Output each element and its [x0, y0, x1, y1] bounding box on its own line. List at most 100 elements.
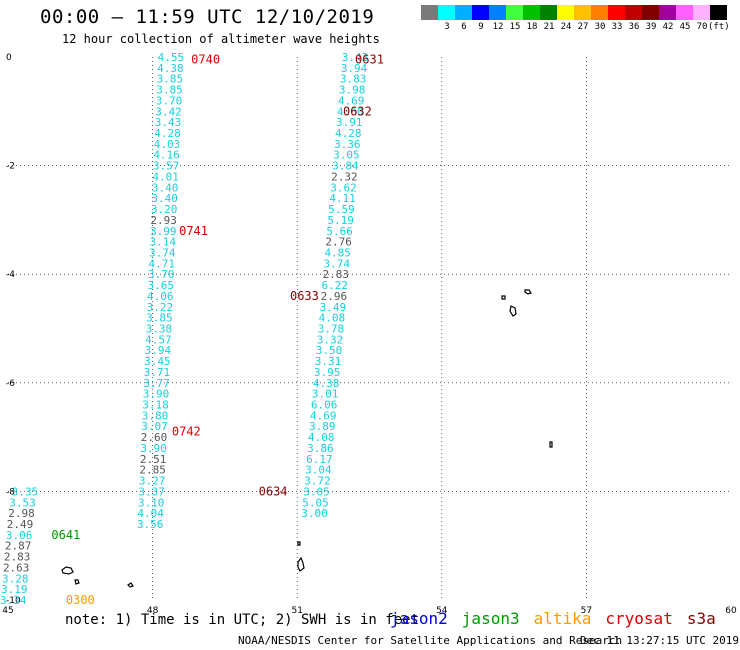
x-tick-label: 48 — [147, 606, 159, 616]
track-values: 4.554.383.853.853.703.423.434.284.034.16… — [0, 51, 368, 607]
color-scale-label: 33 — [611, 22, 623, 32]
color-scale-label: 18 — [526, 22, 538, 32]
track-value-label: 3.70 — [156, 94, 183, 107]
track-value-label: 5.66 — [326, 225, 353, 238]
color-scale-label: 6 — [461, 22, 467, 32]
color-scale-label: 45 — [679, 22, 691, 32]
track-value-label: 3.01 — [312, 388, 339, 401]
track-value-label: 3.94 — [145, 344, 172, 357]
track-value-label: 3.80 — [142, 409, 169, 422]
track-value-label: 3.91 — [336, 116, 363, 129]
track-value-label: 3.28 — [2, 572, 29, 585]
map-grid — [8, 57, 731, 600]
track-value-label: 2.63 — [3, 561, 30, 574]
track-value-label: 3.99 — [150, 225, 177, 238]
track-value-label: 4.08 — [319, 312, 346, 325]
track-value-label: 5.19 — [327, 214, 354, 227]
track-time-labels: 0740 0741 0742 0631 0632 0633 0634 0641 0300 — [51, 53, 384, 607]
track-value-label: 4.28 — [335, 127, 362, 140]
track-value-label: 6.17 — [306, 453, 333, 466]
color-swatch — [625, 5, 642, 20]
track-value-label: 2.96 — [321, 290, 348, 303]
track-value-label: 3.71 — [144, 366, 171, 379]
color-scale-label: 9 — [478, 22, 484, 32]
color-scale-unit: (ft) — [708, 22, 730, 32]
track-value-label: 3.40 — [152, 181, 179, 194]
track-value-label: 2.60 — [141, 431, 168, 444]
track-value-label: 3.35 — [12, 485, 39, 498]
track-value-label: 3.53 — [9, 496, 36, 509]
track-value-label: 3.19 — [1, 583, 28, 596]
x-tick-label: 60 — [725, 606, 737, 616]
satellite-legend: jason2 jason3 altika cryosat s3a — [390, 609, 730, 628]
axis-ticks: 45 48 51 54 57 60 0 -2 -4 -6 -8 -10 — [2, 53, 737, 616]
track-value-label: 3.74 — [149, 246, 176, 259]
color-swatch — [693, 5, 710, 20]
track-value-label: 3.06 — [6, 529, 33, 542]
color-swatch — [710, 5, 727, 20]
track-time-label: 0632 — [343, 104, 372, 118]
color-scale-label: 42 — [662, 22, 674, 32]
legend-entry-altika: altika — [533, 609, 592, 628]
track-value-label: 4.06 — [147, 290, 174, 303]
track-value-label: 6.06 — [311, 399, 338, 412]
island-outline — [501, 295, 506, 300]
track-value-label: 3.36 — [334, 138, 361, 151]
track-time-label: 0741 — [179, 224, 208, 238]
track-value-label: 3.04 — [305, 464, 332, 477]
color-swatch — [421, 5, 438, 20]
x-tick-label: 57 — [581, 606, 592, 616]
track-value-label: 3.07 — [141, 420, 168, 433]
track-value-label: 3.34 — [0, 594, 27, 607]
track-value-label: 2.83 — [4, 551, 31, 564]
track-value-label: 3.49 — [320, 301, 347, 314]
color-swatch — [489, 5, 506, 20]
track-value-label: 4.16 — [153, 149, 180, 162]
track-value-label: 3.78 — [318, 323, 345, 336]
track-value-label: 4.38 — [157, 62, 184, 75]
track-value-label: 3.85 — [156, 84, 183, 97]
x-tick-label: 54 — [436, 606, 448, 616]
track-value-label: 3.84 — [332, 160, 359, 173]
track-value-label: 3.95 — [314, 366, 341, 379]
track-time-label: 0633 — [290, 289, 319, 303]
track-value-label: 2.76 — [325, 236, 352, 249]
track-value-label: 4.03 — [154, 138, 181, 151]
track-value-label: 2.51 — [140, 453, 167, 466]
track-value-label: 3.05 — [333, 149, 360, 162]
track-value-label: 3.56 — [137, 518, 164, 531]
color-swatch — [608, 5, 625, 20]
track-value-label: 4.69 — [338, 94, 365, 107]
track-time-label: 0742 — [172, 425, 201, 439]
island-outline — [509, 305, 517, 317]
y-tick-label: 0 — [6, 53, 12, 63]
credit-line: NOAA/NESDIS Center for Satellite Applica… — [238, 634, 623, 647]
track-value-label: 4.01 — [152, 170, 179, 183]
x-tick-label: 45 — [2, 606, 13, 616]
legend-entry-s3a: s3a — [686, 609, 716, 628]
track-value-label: 3.00 — [301, 507, 328, 520]
track-value-label: 2.85 — [139, 464, 166, 477]
track-value-label: 3.27 — [139, 475, 166, 488]
color-scale-label: 30 — [594, 22, 606, 32]
track-time-label: 0631 — [355, 53, 384, 67]
y-tick-label: -10 — [6, 596, 21, 606]
color-swatch — [591, 5, 608, 20]
generation-timestamp: Dec 11 13:27:15 UTC 2019 — [580, 634, 739, 647]
track-value-label: 4.38 — [313, 377, 340, 390]
track-value-label: 3.94 — [341, 62, 368, 75]
track-value-label: 3.31 — [315, 355, 342, 368]
track-value-label: 2.83 — [323, 268, 350, 281]
y-tick-label: -4 — [6, 270, 15, 280]
color-swatch — [523, 5, 540, 20]
island-outline — [127, 582, 134, 588]
track-value-label: 5.59 — [328, 203, 355, 216]
track-value-label: 3.45 — [144, 355, 171, 368]
track-value-label: 2.87 — [5, 540, 32, 553]
track-value-label: 3.62 — [330, 181, 357, 194]
island-outline — [297, 556, 305, 572]
track-value-label: 3.43 — [342, 51, 369, 64]
color-scale-label: 70 — [696, 22, 708, 32]
color-swatch — [659, 5, 676, 20]
